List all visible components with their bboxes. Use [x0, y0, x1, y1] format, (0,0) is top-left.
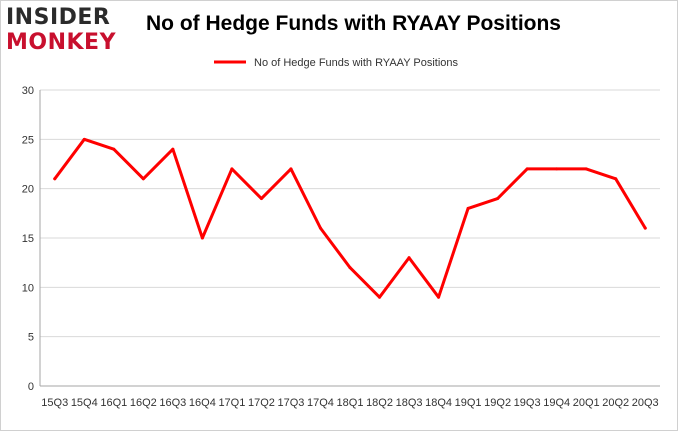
- x-tick-label: 16Q1: [100, 397, 127, 409]
- x-tick-label: 17Q1: [218, 397, 245, 409]
- x-tick-label: 20Q1: [573, 397, 600, 409]
- data-point: [496, 197, 500, 201]
- x-tick-label: 17Q4: [307, 397, 334, 409]
- x-tick-label: 15Q4: [71, 397, 98, 409]
- x-tick-label: 16Q4: [189, 397, 216, 409]
- y-tick-label: 5: [28, 332, 34, 344]
- data-point: [437, 295, 441, 299]
- logo-bottom-text: MONKEY: [6, 30, 117, 55]
- legend: No of Hedge Funds with RYAAY Positions: [214, 57, 459, 69]
- data-point: [643, 226, 647, 230]
- legend-label: No of Hedge Funds with RYAAY Positions: [254, 57, 459, 69]
- data-point: [614, 177, 618, 181]
- insider-monkey-logo: INSIDER MONKEY: [6, 6, 124, 58]
- x-tick-label: 19Q1: [455, 397, 482, 409]
- logo-top-text: INSIDER: [6, 5, 111, 30]
- x-tick-label: 18Q1: [337, 397, 364, 409]
- axes: 0 5 10 15 20 25 30 15Q3 15Q4 16Q1 16Q2 16Q3 16Q4 17Q1…: [22, 85, 660, 409]
- x-tick-label: 19Q2: [484, 397, 511, 409]
- data-point: [378, 295, 382, 299]
- data-point: [318, 226, 322, 230]
- data-point: [259, 197, 263, 201]
- data-point: [555, 167, 559, 171]
- data-point: [407, 256, 411, 260]
- data-point: [112, 147, 116, 151]
- x-tick-label: 19Q4: [543, 397, 570, 409]
- y-tick-label: 15: [22, 233, 34, 245]
- x-tick-label: 18Q3: [396, 397, 423, 409]
- data-point: [171, 147, 175, 151]
- series-line-0: [53, 137, 647, 299]
- chart-title: No of Hedge Funds with RYAAY Positions: [146, 12, 561, 35]
- y-tick-label: 20: [22, 184, 34, 196]
- data-point: [348, 266, 352, 270]
- x-tick-label: 15Q3: [41, 397, 68, 409]
- data-point: [584, 167, 588, 171]
- data-point: [200, 236, 204, 240]
- x-tick-label: 18Q4: [425, 397, 452, 409]
- y-tick-label: 25: [22, 134, 34, 146]
- data-point: [141, 177, 145, 181]
- data-point: [82, 137, 86, 141]
- x-tick-label: 20Q3: [632, 397, 659, 409]
- x-tick-label: 18Q2: [366, 397, 393, 409]
- data-point: [230, 167, 234, 171]
- data-point: [289, 167, 293, 171]
- y-tick-label: 30: [22, 85, 34, 97]
- x-tick-label: 17Q2: [248, 397, 275, 409]
- x-tick-label: 19Q3: [514, 397, 541, 409]
- x-tick-label: 17Q3: [277, 397, 304, 409]
- x-tick-label: 20Q2: [602, 397, 629, 409]
- data-point: [525, 167, 529, 171]
- x-tick-label: 16Q2: [130, 397, 157, 409]
- gridlines: [40, 89, 660, 338]
- y-tick-label: 0: [28, 381, 34, 393]
- data-point: [53, 177, 57, 181]
- x-tick-label: 16Q3: [159, 397, 186, 409]
- data-point: [466, 206, 470, 210]
- series-layer: [53, 137, 647, 299]
- y-tick-label: 10: [22, 282, 34, 294]
